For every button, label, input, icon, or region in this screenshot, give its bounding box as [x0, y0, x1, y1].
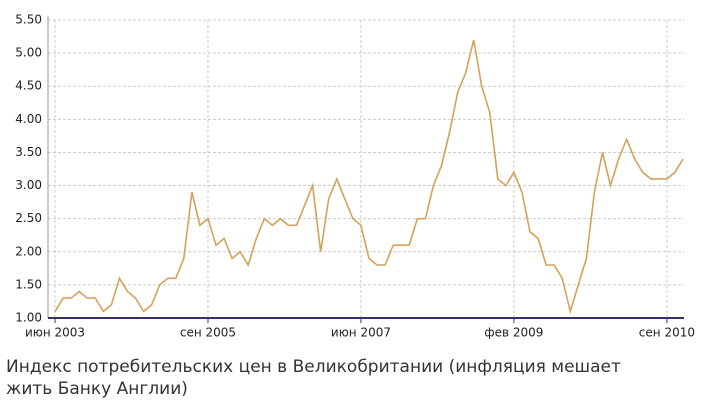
- y-tick-label: 1.00: [15, 311, 42, 325]
- x-tick-label: июн 2007: [331, 326, 391, 340]
- x-tick-label: фев 2009: [484, 326, 543, 340]
- caption: Индекс потребительских цен в Великобрита…: [6, 357, 621, 399]
- chart: 1.00 1.50 2.00 2.50 3.00 3.50 4.00 4.50 5.00 5.50…: [15, 13, 695, 340]
- y-tick-label: 5.00: [15, 46, 42, 60]
- y-tick-label: 1.50: [15, 277, 42, 291]
- y-tick-label: 3.00: [15, 178, 42, 192]
- x-tick-label: сен 2010: [639, 326, 695, 340]
- line: [54, 39, 684, 315]
- y-tick-label: 5.50: [15, 13, 42, 27]
- y-tick-label: 2.00: [15, 244, 42, 258]
- y-tick-label: 4.50: [15, 79, 42, 93]
- x-tick-label: сен 2005: [180, 326, 236, 340]
- y-tick-label: 4.00: [15, 112, 42, 126]
- x-tick-label: июн 2003: [25, 326, 85, 340]
- y-tick-label: 3.50: [15, 145, 42, 159]
- y-tick-label: 2.50: [15, 211, 42, 225]
